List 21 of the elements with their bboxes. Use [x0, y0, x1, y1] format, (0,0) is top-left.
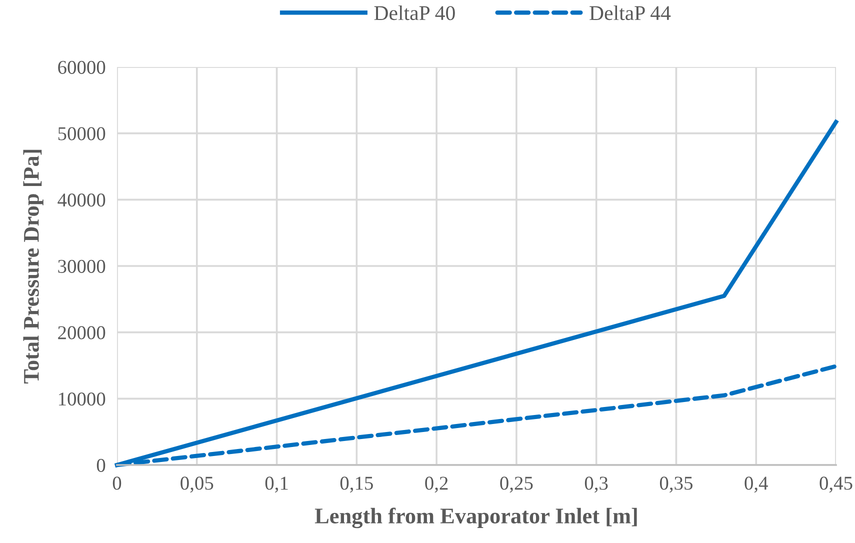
y-tick-label: 40000 [58, 193, 106, 207]
x-tick-label: 0 [112, 476, 122, 490]
x-tick-label: 0,1 [265, 476, 288, 493]
x-tick-label: 0,3 [584, 476, 608, 493]
legend-label: DeltaP 40 [374, 5, 455, 20]
x-tick-label: 0,35 [660, 476, 692, 493]
y-tick-label: 30000 [58, 260, 106, 273]
legend-label: DeltaP 44 [590, 5, 671, 20]
y-tick-label: 10000 [58, 392, 106, 406]
x-tick-label: 0,45 [820, 476, 852, 493]
x-tick-label: 0,4 [744, 476, 768, 493]
y-tick-label: 0 [96, 458, 106, 472]
y-tick-label: 50000 [58, 127, 106, 140]
y-tick-label: 60000 [58, 60, 106, 74]
y-axis-title: Total Pressure Drop [Pa] [23, 150, 44, 384]
x-tick-label: 0,25 [500, 476, 533, 493]
x-axis-title: Length from Evaporator Inlet [m] [314, 508, 637, 528]
x-tick-label: 0,05 [180, 476, 214, 493]
x-tick-label: 0,2 [425, 476, 448, 493]
x-tick-label: 0,15 [340, 476, 373, 493]
y-tick-label: 20000 [58, 326, 106, 340]
